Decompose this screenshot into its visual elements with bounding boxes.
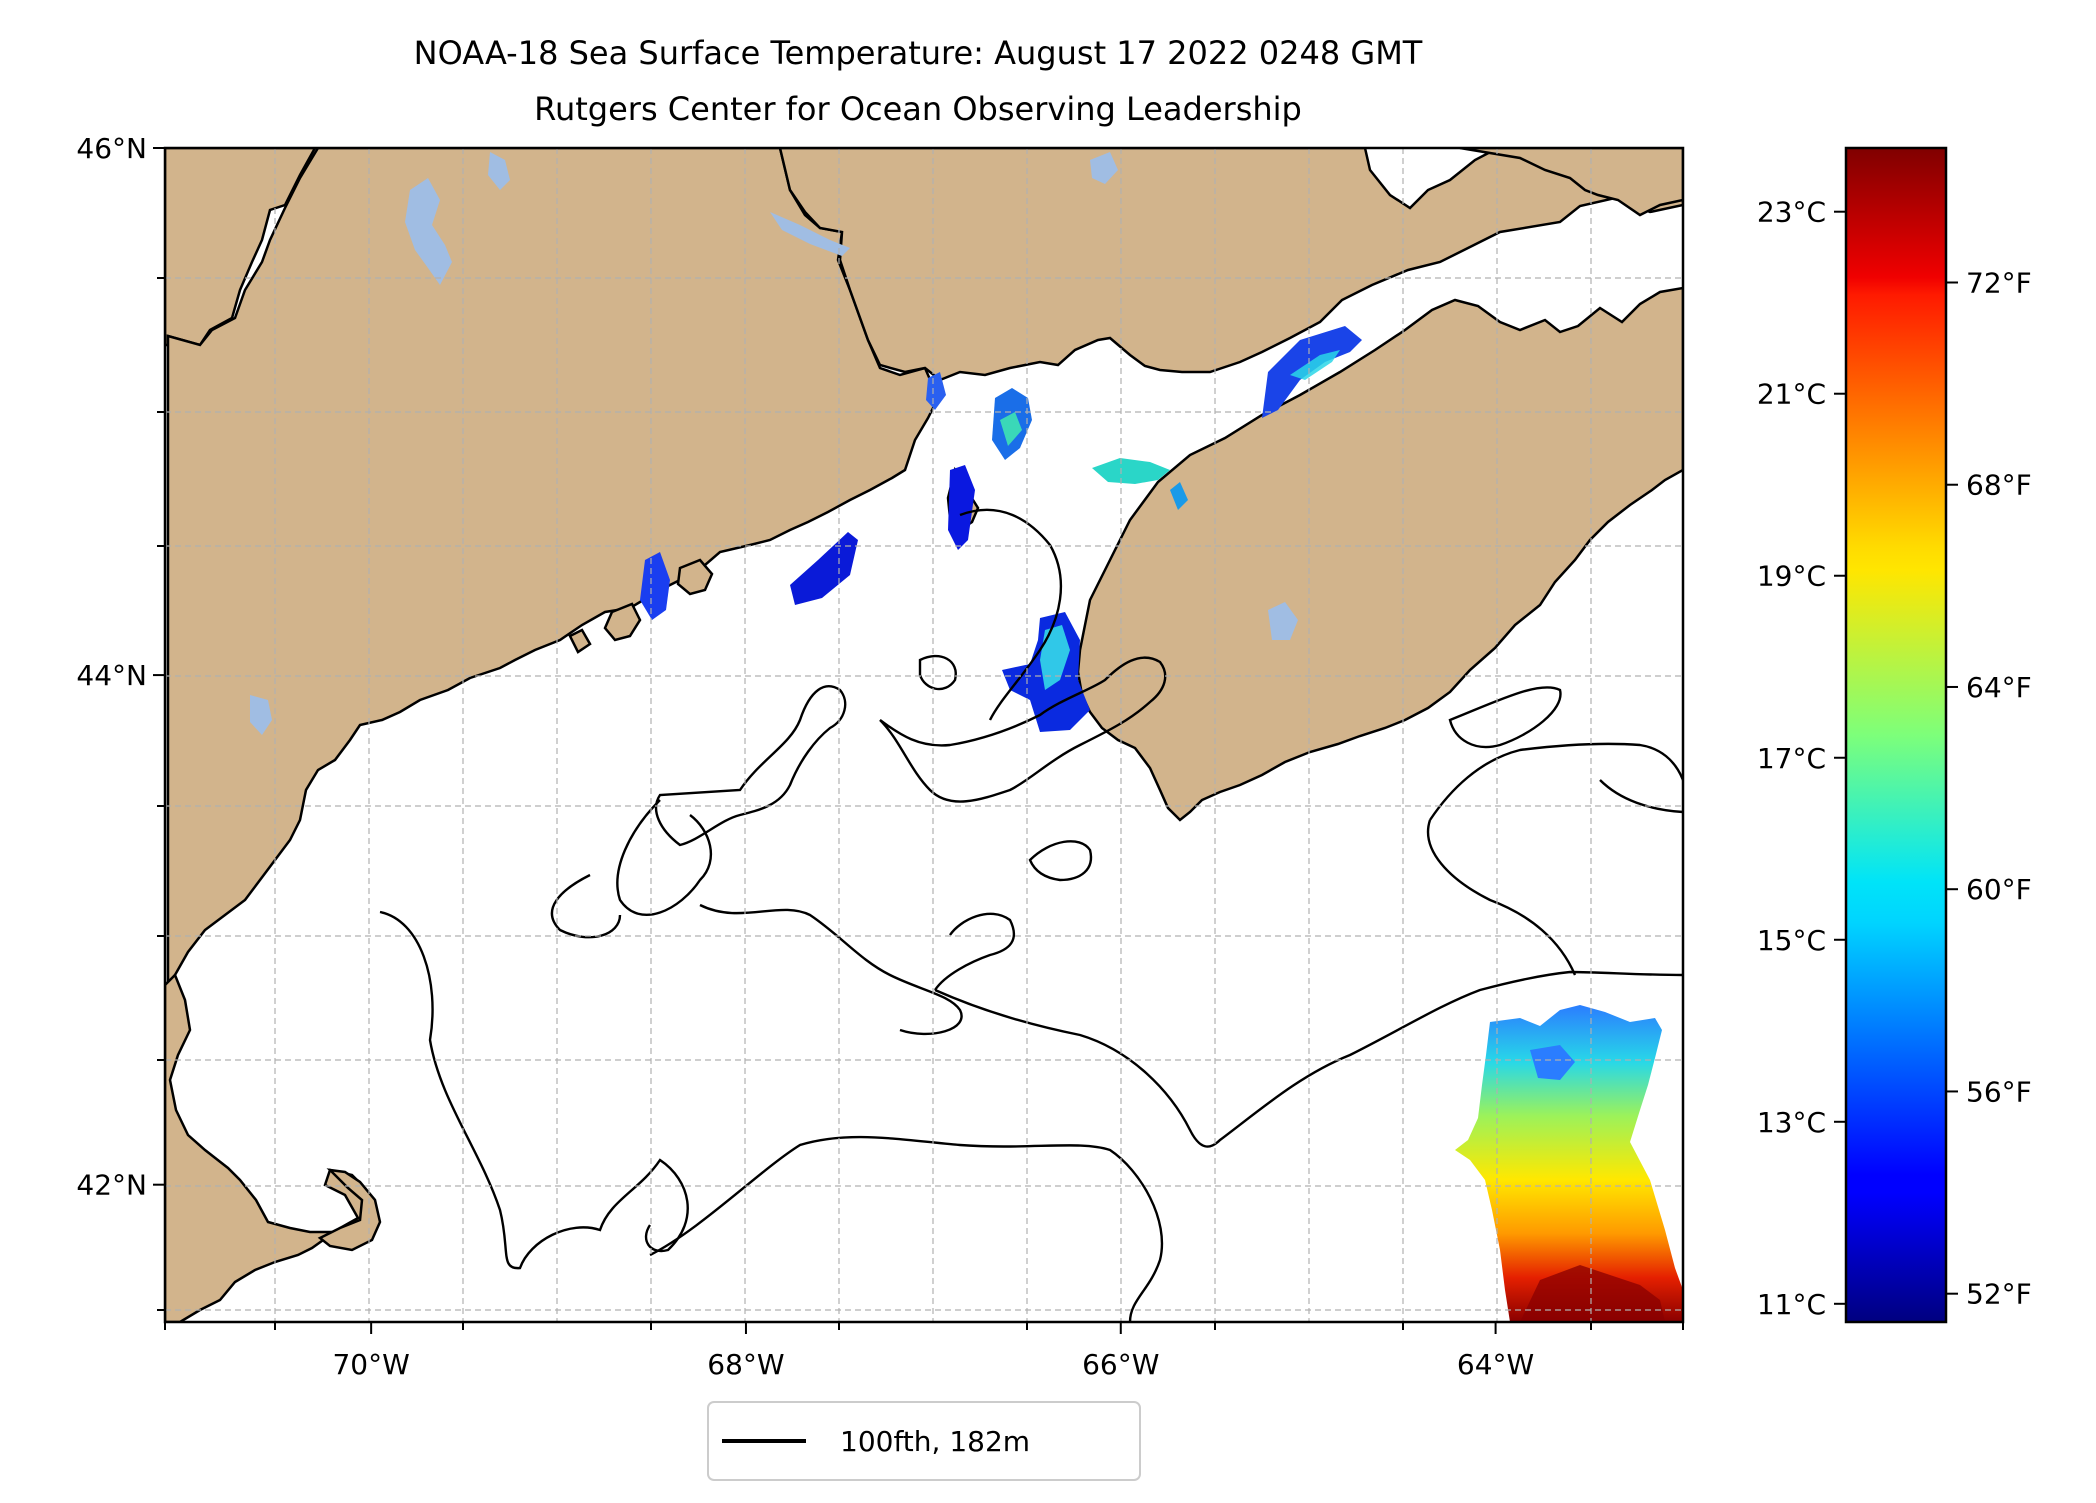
lake-nb-1 xyxy=(1090,152,1118,184)
legend: 100fth, 182m xyxy=(707,1401,1141,1481)
grid-lines xyxy=(165,148,1683,1322)
colorbar-fahrenheit-label: 60°F xyxy=(1966,873,2032,906)
sst-patch-maine-1 xyxy=(790,532,858,605)
colorbar-celsius-label: 19°C xyxy=(1757,560,1826,593)
land-island-3 xyxy=(676,558,714,596)
land-island-2 xyxy=(568,628,592,654)
colorbar-fahrenheit-label: 72°F xyxy=(1966,266,2032,299)
sst-patch-passamaquoddy-cyan xyxy=(1000,412,1022,446)
legend-label: 100fth, 182m xyxy=(840,1425,1030,1458)
sst-hot-core xyxy=(1520,1265,1665,1322)
colorbar-fahrenheit-label: 52°F xyxy=(1966,1278,2032,1311)
land-new-brunswick xyxy=(778,148,1683,382)
sst-cool-spot xyxy=(1530,1045,1575,1080)
colorbar-celsius-label: 11°C xyxy=(1757,1288,1826,1321)
map-frame xyxy=(163,146,1685,1324)
sst-patch-bay-of-fundy xyxy=(1262,326,1362,418)
lon-tick-label: 70°W xyxy=(332,1348,409,1381)
map-area xyxy=(165,148,1683,1322)
sst-patch-bay-of-fundy-cyan xyxy=(1290,350,1340,380)
sst-patch-fundy-mouth xyxy=(1092,458,1170,484)
lake-small-2 xyxy=(250,695,272,735)
sst-patch-southeast-warm xyxy=(1455,1005,1683,1322)
legend-box xyxy=(707,1401,1141,1481)
minor-ticks xyxy=(157,277,1684,1330)
sst-patch-nova-scotia-west-cyan xyxy=(1040,625,1070,690)
chart-title-line2: Rutgers Center for Ocean Observing Leade… xyxy=(534,90,1302,128)
colorbar-celsius-label: 17°C xyxy=(1757,742,1826,775)
land-cape-cod xyxy=(317,1168,382,1252)
lake-small-1 xyxy=(488,152,510,190)
colorbar-gradient xyxy=(1844,146,1948,1324)
colorbar-celsius-label: 21°C xyxy=(1757,378,1826,411)
colorbar-fahrenheit-label: 56°F xyxy=(1966,1075,2032,1108)
lon-tick-label: 66°W xyxy=(1082,1348,1159,1381)
sst-patch-grand-manan xyxy=(948,465,975,550)
sst-patch-maine-3 xyxy=(926,372,946,410)
colorbar-celsius-label: 13°C xyxy=(1757,1106,1826,1139)
sst-patch-maine-2 xyxy=(640,552,670,620)
lake-moosehead xyxy=(405,178,452,285)
lake-grand xyxy=(770,212,850,256)
colorbar: 23°C 21°C 19°C 17°C 15°C 13°C 11°C 72°F 68°F 64°… xyxy=(1757,146,2032,1324)
lat-tick-label: 44°N xyxy=(76,659,147,692)
colorbar-fahrenheit-label: 64°F xyxy=(1966,671,2032,704)
colorbar-celsius-label: 15°C xyxy=(1757,924,1826,957)
longitude-axis: 70°W 68°W 66°W 64°W xyxy=(332,1322,1534,1381)
lat-tick-label: 42°N xyxy=(76,1169,147,1202)
latitude-axis: 46°N 44°N 42°N xyxy=(76,132,165,1202)
land-nova-scotia xyxy=(1076,286,1683,822)
lat-tick-label: 46°N xyxy=(76,132,147,165)
isobath-100fth xyxy=(379,508,1683,1322)
colorbar-fahrenheit-label: 68°F xyxy=(1966,469,2032,502)
colorbar-fahrenheit-axis: 72°F 68°F 64°F 60°F 56°F 52°F xyxy=(1946,266,2032,1311)
lon-tick-label: 64°W xyxy=(1457,1348,1534,1381)
land-island-1 xyxy=(603,602,642,642)
lon-tick-label: 68°W xyxy=(707,1348,784,1381)
colorbar-celsius-label: 23°C xyxy=(1757,196,1826,229)
colorbar-celsius-axis: 23°C 21°C 19°C 17°C 15°C 13°C 11°C xyxy=(1757,196,1846,1321)
lake-ns-1 xyxy=(1268,602,1298,640)
land-northern-ns xyxy=(1459,148,1683,217)
chart-title-line1: NOAA-18 Sea Surface Temperature: August … xyxy=(414,34,1423,72)
sst-patch-fundy-inner xyxy=(1170,482,1188,510)
